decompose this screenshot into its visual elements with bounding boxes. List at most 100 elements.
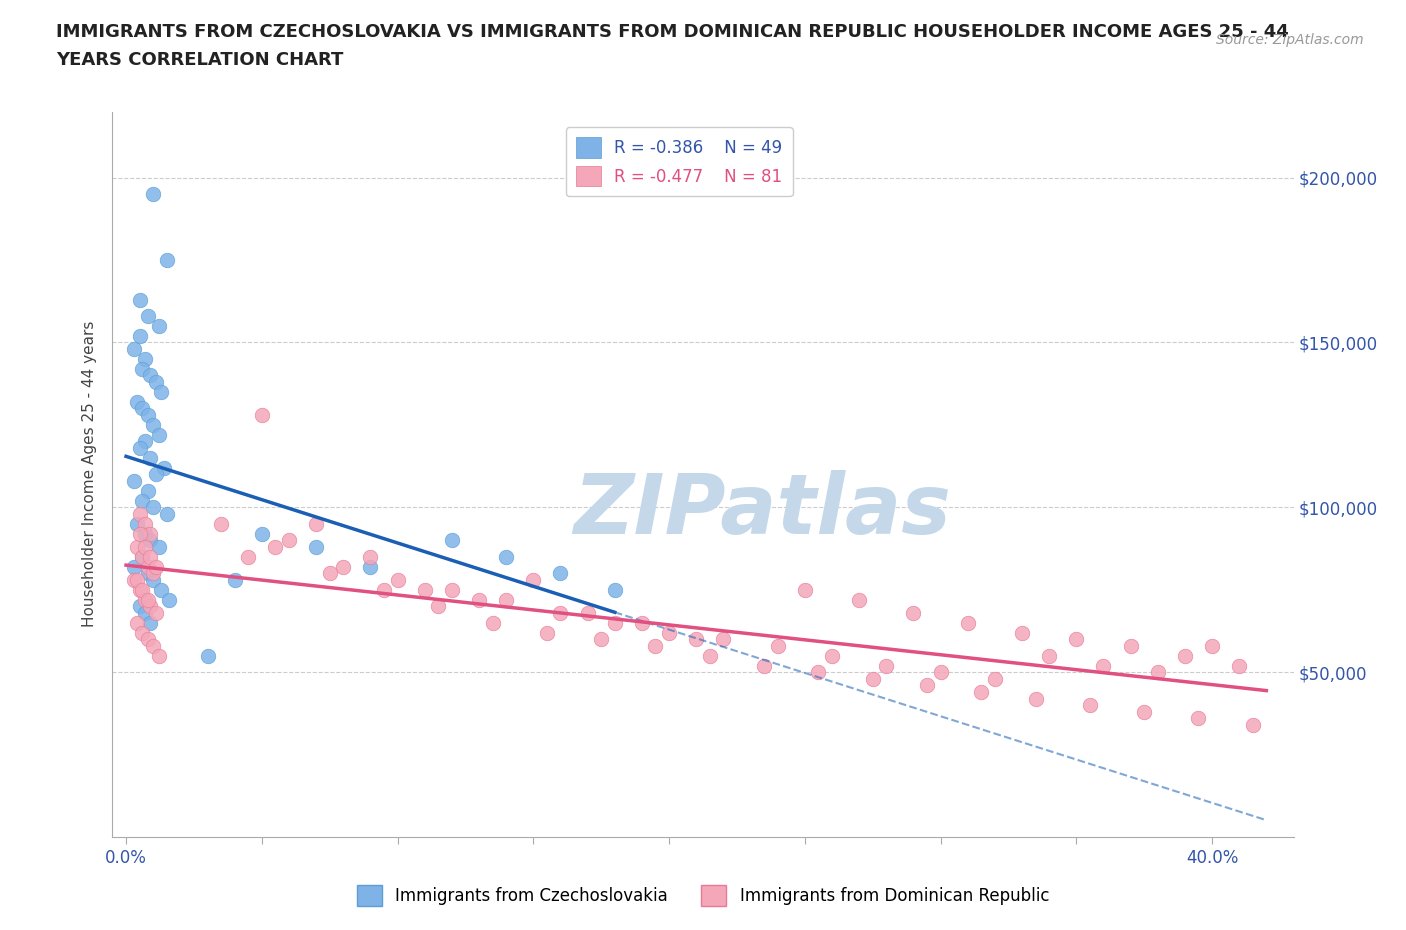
Point bbox=[1092, 658, 1115, 673]
Point bbox=[603, 616, 626, 631]
Point bbox=[495, 550, 517, 565]
Point bbox=[139, 450, 162, 465]
Point bbox=[131, 362, 153, 377]
Point bbox=[159, 592, 181, 607]
Point bbox=[139, 616, 162, 631]
Point bbox=[332, 559, 354, 574]
Point bbox=[197, 648, 219, 663]
Point bbox=[1146, 665, 1168, 680]
Point bbox=[131, 493, 153, 508]
Point bbox=[142, 638, 165, 653]
Point bbox=[903, 605, 925, 620]
Legend: Immigrants from Czechoslovakia, Immigrants from Dominican Republic: Immigrants from Czechoslovakia, Immigran… bbox=[350, 879, 1056, 912]
Point bbox=[142, 187, 165, 202]
Point bbox=[125, 572, 148, 587]
Point bbox=[929, 665, 952, 680]
Point bbox=[1174, 648, 1197, 663]
Point bbox=[359, 550, 381, 565]
Point bbox=[156, 253, 179, 268]
Point bbox=[145, 467, 167, 482]
Point bbox=[209, 516, 232, 531]
Point bbox=[131, 401, 153, 416]
Point bbox=[128, 441, 150, 456]
Point bbox=[250, 526, 273, 541]
Point bbox=[128, 599, 150, 614]
Point bbox=[387, 572, 409, 587]
Point bbox=[128, 582, 150, 597]
Point bbox=[1201, 638, 1223, 653]
Point bbox=[122, 473, 145, 488]
Legend: R = -0.386    N = 49, R = -0.477    N = 81: R = -0.386 N = 49, R = -0.477 N = 81 bbox=[567, 127, 793, 196]
Point bbox=[142, 418, 165, 432]
Point bbox=[1011, 625, 1033, 640]
Point bbox=[131, 550, 153, 565]
Point bbox=[136, 592, 159, 607]
Point bbox=[134, 516, 156, 531]
Point bbox=[136, 484, 159, 498]
Point bbox=[550, 605, 572, 620]
Point bbox=[131, 582, 153, 597]
Point bbox=[131, 550, 153, 565]
Point bbox=[631, 616, 654, 631]
Point bbox=[148, 648, 170, 663]
Point bbox=[136, 565, 159, 580]
Point bbox=[305, 539, 328, 554]
Point bbox=[148, 318, 170, 333]
Point bbox=[131, 625, 153, 640]
Point bbox=[576, 605, 599, 620]
Point bbox=[685, 631, 707, 646]
Point bbox=[145, 375, 167, 390]
Point bbox=[711, 631, 734, 646]
Point bbox=[150, 384, 173, 399]
Point bbox=[125, 394, 148, 409]
Point bbox=[591, 631, 613, 646]
Point bbox=[495, 592, 517, 607]
Point bbox=[139, 526, 162, 541]
Point bbox=[142, 565, 165, 580]
Point bbox=[862, 671, 884, 686]
Point bbox=[1133, 704, 1156, 719]
Point bbox=[848, 592, 870, 607]
Point bbox=[145, 559, 167, 574]
Point bbox=[373, 582, 395, 597]
Point bbox=[481, 616, 503, 631]
Point bbox=[134, 539, 156, 554]
Point bbox=[699, 648, 721, 663]
Point bbox=[1119, 638, 1142, 653]
Point bbox=[468, 592, 491, 607]
Point bbox=[984, 671, 1007, 686]
Point bbox=[122, 341, 145, 356]
Point bbox=[224, 572, 246, 587]
Point bbox=[139, 368, 162, 383]
Point bbox=[1187, 711, 1209, 725]
Point bbox=[427, 599, 450, 614]
Point bbox=[125, 616, 148, 631]
Point bbox=[807, 665, 830, 680]
Point bbox=[550, 565, 572, 580]
Text: Source: ZipAtlas.com: Source: ZipAtlas.com bbox=[1216, 33, 1364, 46]
Point bbox=[142, 499, 165, 514]
Point bbox=[134, 605, 156, 620]
Point bbox=[125, 516, 148, 531]
Point bbox=[536, 625, 558, 640]
Point bbox=[305, 516, 328, 531]
Point bbox=[278, 533, 301, 548]
Point bbox=[153, 460, 176, 475]
Point bbox=[875, 658, 897, 673]
Point bbox=[440, 582, 463, 597]
Point bbox=[122, 559, 145, 574]
Point bbox=[250, 407, 273, 422]
Point bbox=[125, 539, 148, 554]
Point bbox=[752, 658, 775, 673]
Point bbox=[142, 572, 165, 587]
Point bbox=[136, 631, 159, 646]
Point bbox=[139, 599, 162, 614]
Point bbox=[359, 559, 381, 574]
Point bbox=[821, 648, 844, 663]
Point bbox=[766, 638, 789, 653]
Point bbox=[128, 328, 150, 343]
Text: IMMIGRANTS FROM CZECHOSLOVAKIA VS IMMIGRANTS FROM DOMINICAN REPUBLIC HOUSEHOLDER: IMMIGRANTS FROM CZECHOSLOVAKIA VS IMMIGR… bbox=[56, 23, 1289, 41]
Point bbox=[1066, 631, 1088, 646]
Point bbox=[1241, 717, 1264, 732]
Point bbox=[915, 678, 938, 693]
